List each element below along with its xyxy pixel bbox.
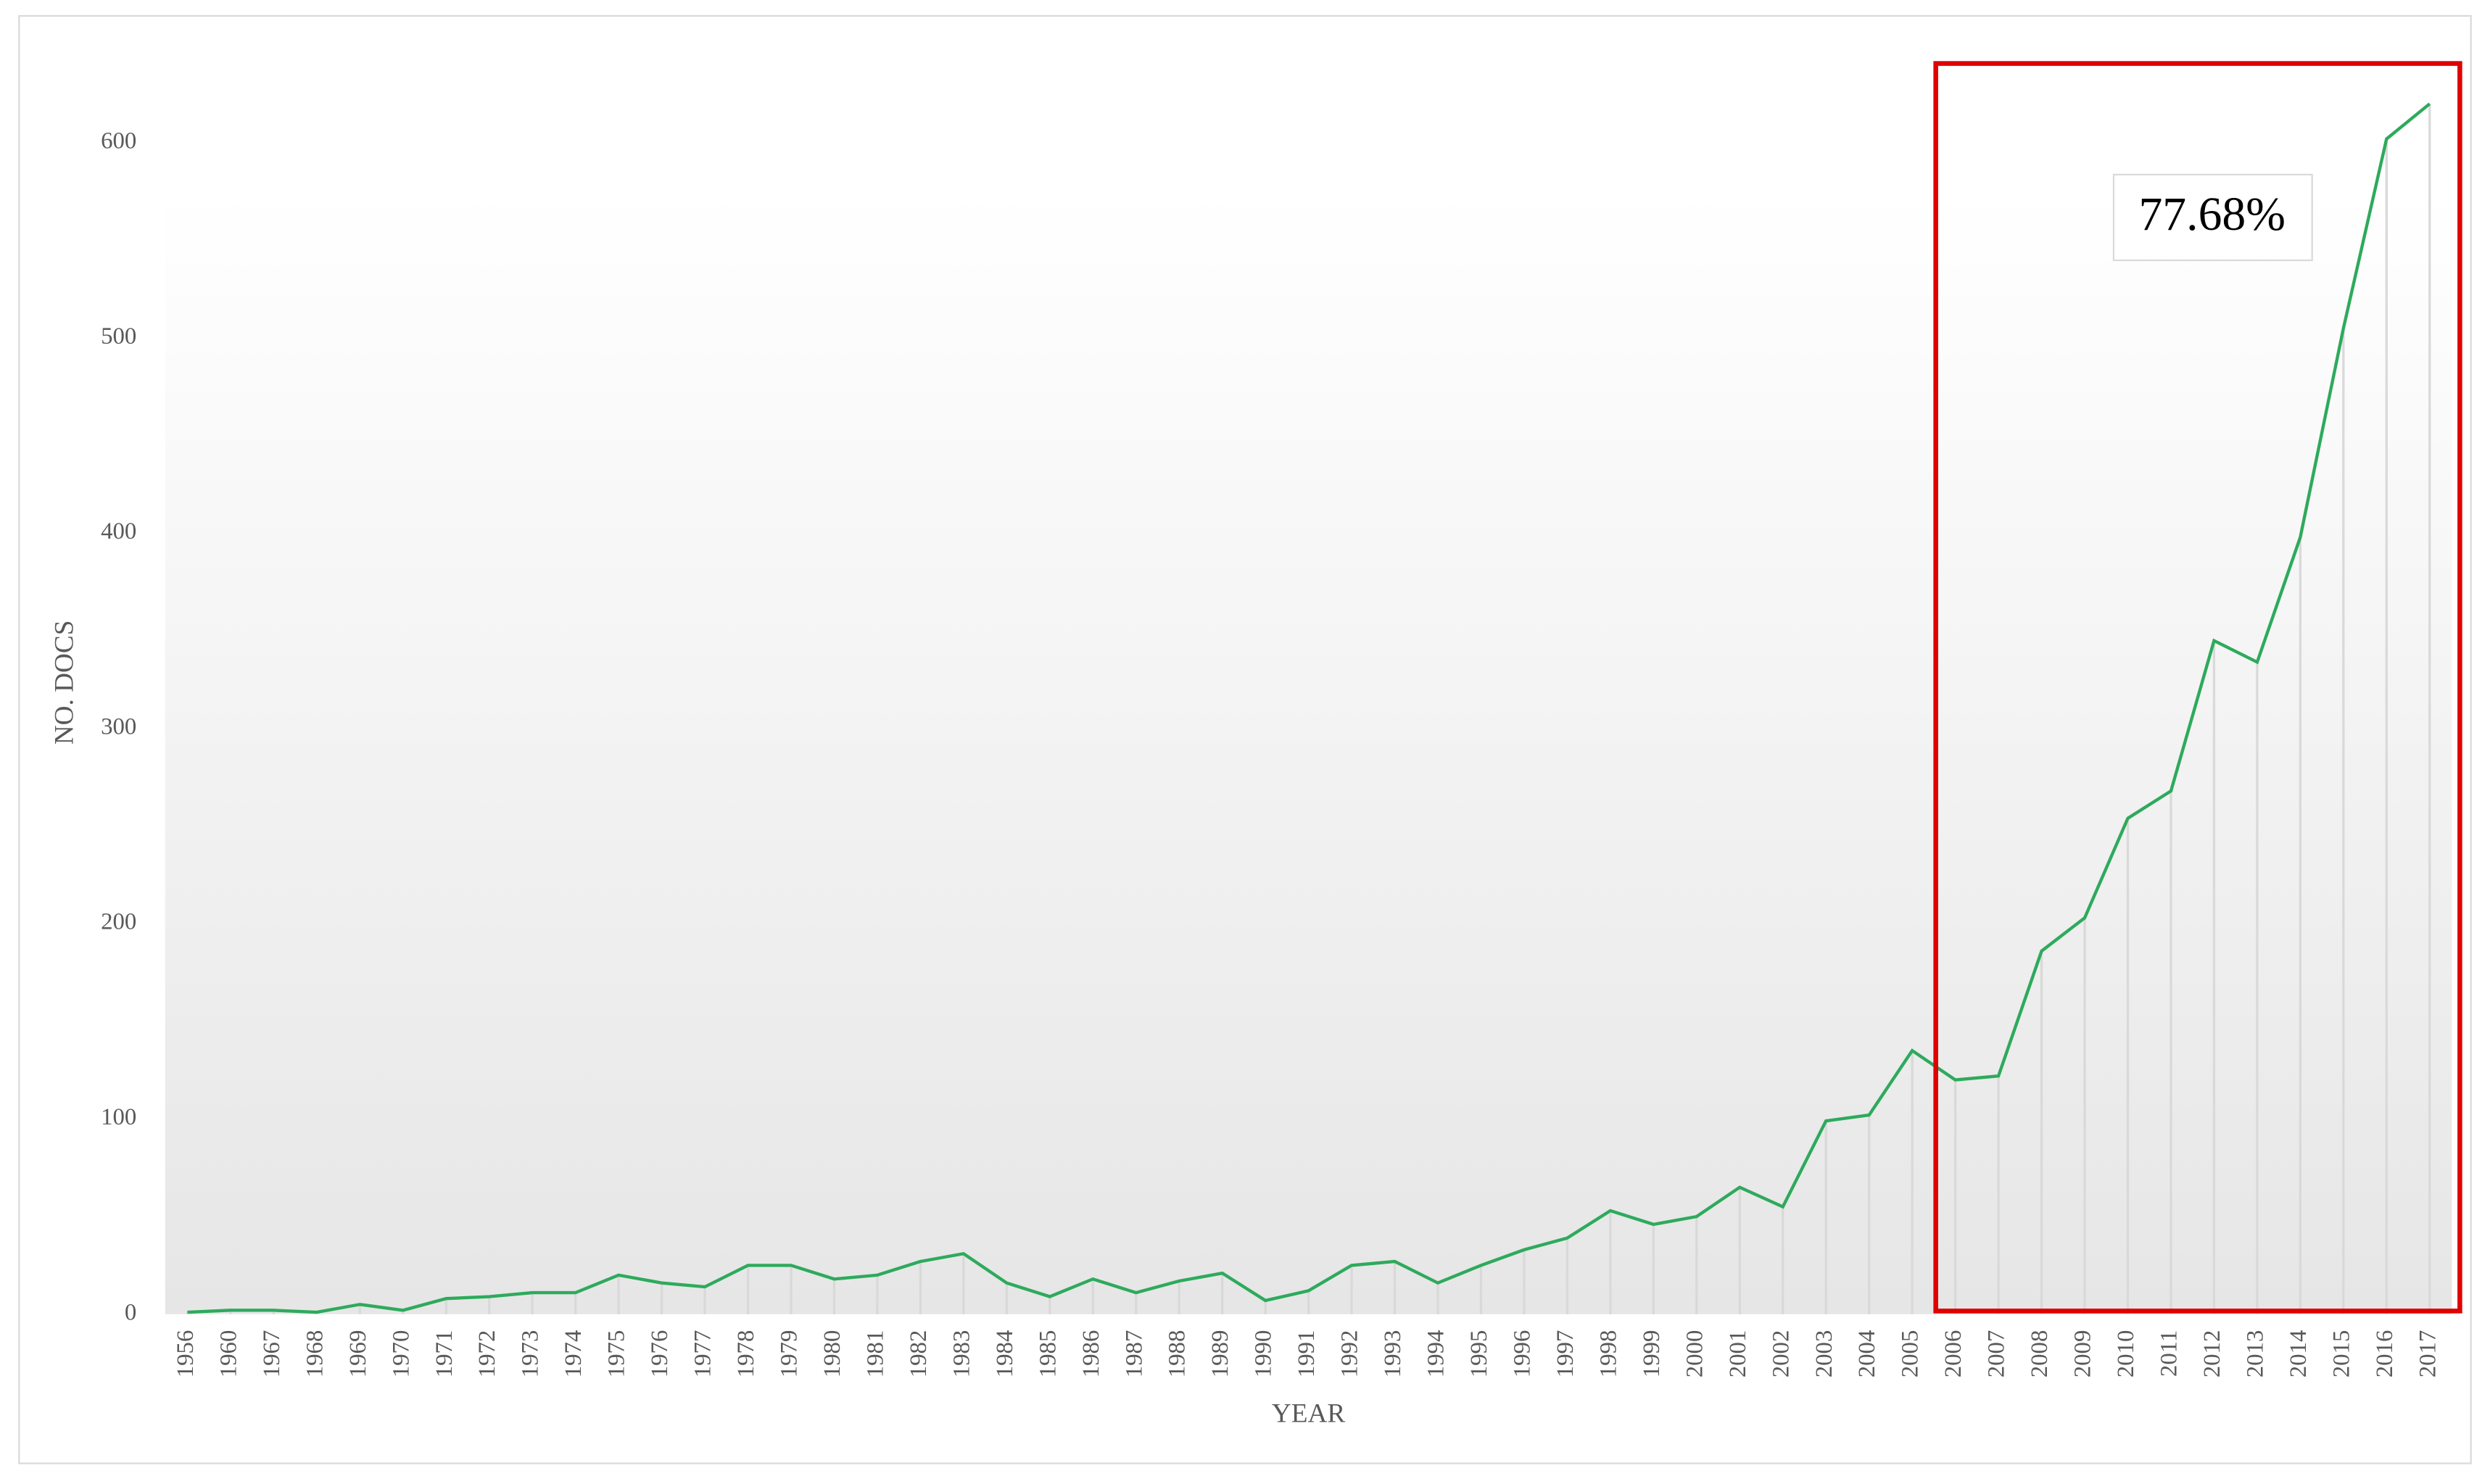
x-tick-label: 1956	[173, 1330, 199, 1378]
x-tick-label: 1994	[1423, 1330, 1449, 1378]
x-tick-label: 1985	[1035, 1330, 1061, 1378]
x-tick-label: 1981	[862, 1330, 888, 1378]
y-tick-label: 400	[101, 518, 136, 544]
x-tick-label: 1999	[1639, 1330, 1665, 1378]
x-tick-label: 1980	[819, 1330, 845, 1378]
x-tick-label: 1998	[1595, 1330, 1621, 1378]
x-tick-label: 1972	[474, 1330, 500, 1378]
y-tick-label: 0	[125, 1299, 136, 1325]
x-tick-label: 1960	[215, 1330, 241, 1378]
x-tick-label: 1993	[1380, 1330, 1406, 1378]
x-tick-label: 1978	[733, 1330, 759, 1378]
highlight-box	[1933, 61, 2462, 1314]
x-tick-label: 2001	[1725, 1330, 1751, 1378]
x-tick-label: 1973	[518, 1330, 544, 1378]
x-tick-label: 2003	[1811, 1330, 1837, 1378]
annotation-box	[2112, 173, 2313, 262]
x-tick-label: 2010	[2113, 1330, 2139, 1378]
x-tick-label: 1975	[604, 1330, 630, 1378]
x-tick-label: 1986	[1078, 1330, 1104, 1378]
y-tick-label: 600	[101, 128, 136, 154]
y-tick-label: 200	[101, 909, 136, 935]
x-tick-label: 1988	[1165, 1330, 1191, 1378]
y-tick-label: 100	[101, 1104, 136, 1130]
x-tick-label: 1979	[777, 1330, 803, 1378]
x-tick-label: 1997	[1552, 1330, 1579, 1378]
x-tick-label: 2014	[2286, 1330, 2312, 1378]
x-axis-label: YEAR	[1272, 1399, 1346, 1429]
x-tick-label: 2008	[2027, 1330, 2053, 1378]
x-tick-label: 1995	[1466, 1330, 1492, 1378]
x-tick-label: 2012	[2199, 1330, 2225, 1378]
x-tick-label: 2009	[2070, 1330, 2096, 1378]
x-tick-label: 1987	[1121, 1330, 1147, 1378]
x-tick-label: 1969	[345, 1330, 371, 1378]
x-tick-label: 2011	[2156, 1330, 2182, 1377]
y-axis-label: NO. DOCS	[50, 621, 80, 745]
x-tick-label: 1991	[1294, 1330, 1320, 1378]
data-line	[187, 102, 2431, 1314]
x-tick-label: 2006	[1940, 1330, 1966, 1378]
x-tick-label: 2016	[2372, 1330, 2398, 1378]
y-tick-label: 300	[101, 713, 136, 739]
x-tick-label: 1968	[302, 1330, 328, 1378]
x-tick-label: 2015	[2328, 1330, 2354, 1378]
x-tick-label: 1996	[1509, 1330, 1535, 1378]
x-tick-label: 2004	[1854, 1330, 1880, 1378]
x-tick-label: 1971	[431, 1330, 458, 1378]
annotation: 77.68%	[2138, 188, 2286, 241]
x-tick-label: 1984	[992, 1330, 1018, 1378]
x-tick-label: 2002	[1768, 1330, 1794, 1378]
x-tick-label: 1982	[906, 1330, 932, 1378]
x-tick-label: 1976	[647, 1330, 673, 1378]
y-tick-label: 500	[101, 323, 136, 349]
x-tick-label: 1970	[388, 1330, 414, 1378]
plot-background	[165, 190, 2452, 1314]
x-tick-label: 2007	[1984, 1330, 2010, 1378]
x-tick-label: 1992	[1337, 1330, 1363, 1378]
x-tick-label: 2005	[1898, 1330, 1924, 1378]
x-tick-label: 1967	[259, 1330, 285, 1378]
x-tick-label: 1989	[1207, 1330, 1233, 1378]
x-tick-label: 1983	[948, 1330, 975, 1378]
x-tick-label: 2000	[1682, 1330, 1708, 1378]
x-tick-label: 2017	[2415, 1330, 2441, 1378]
x-tick-label: 1977	[690, 1330, 716, 1378]
x-tick-label: 2013	[2242, 1330, 2268, 1378]
x-tick-label: 1974	[561, 1330, 587, 1378]
x-tick-label: 1990	[1251, 1330, 1277, 1378]
